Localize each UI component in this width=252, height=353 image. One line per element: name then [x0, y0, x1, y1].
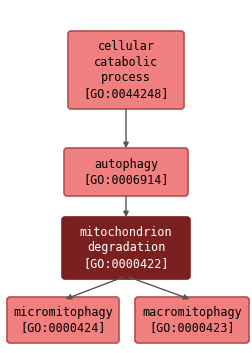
FancyBboxPatch shape — [135, 297, 249, 343]
FancyBboxPatch shape — [7, 297, 119, 343]
Text: macromitophagy
[GO:0000423]: macromitophagy [GO:0000423] — [142, 306, 242, 334]
Text: cellular
catabolic
process
[GO:0044248]: cellular catabolic process [GO:0044248] — [83, 40, 169, 100]
FancyBboxPatch shape — [68, 31, 184, 109]
Text: micromitophagy
[GO:0000424]: micromitophagy [GO:0000424] — [13, 306, 113, 334]
FancyBboxPatch shape — [62, 217, 190, 279]
Text: autophagy
[GO:0006914]: autophagy [GO:0006914] — [83, 158, 169, 186]
FancyBboxPatch shape — [64, 148, 188, 196]
Text: mitochondrion
degradation
[GO:0000422]: mitochondrion degradation [GO:0000422] — [80, 226, 172, 270]
